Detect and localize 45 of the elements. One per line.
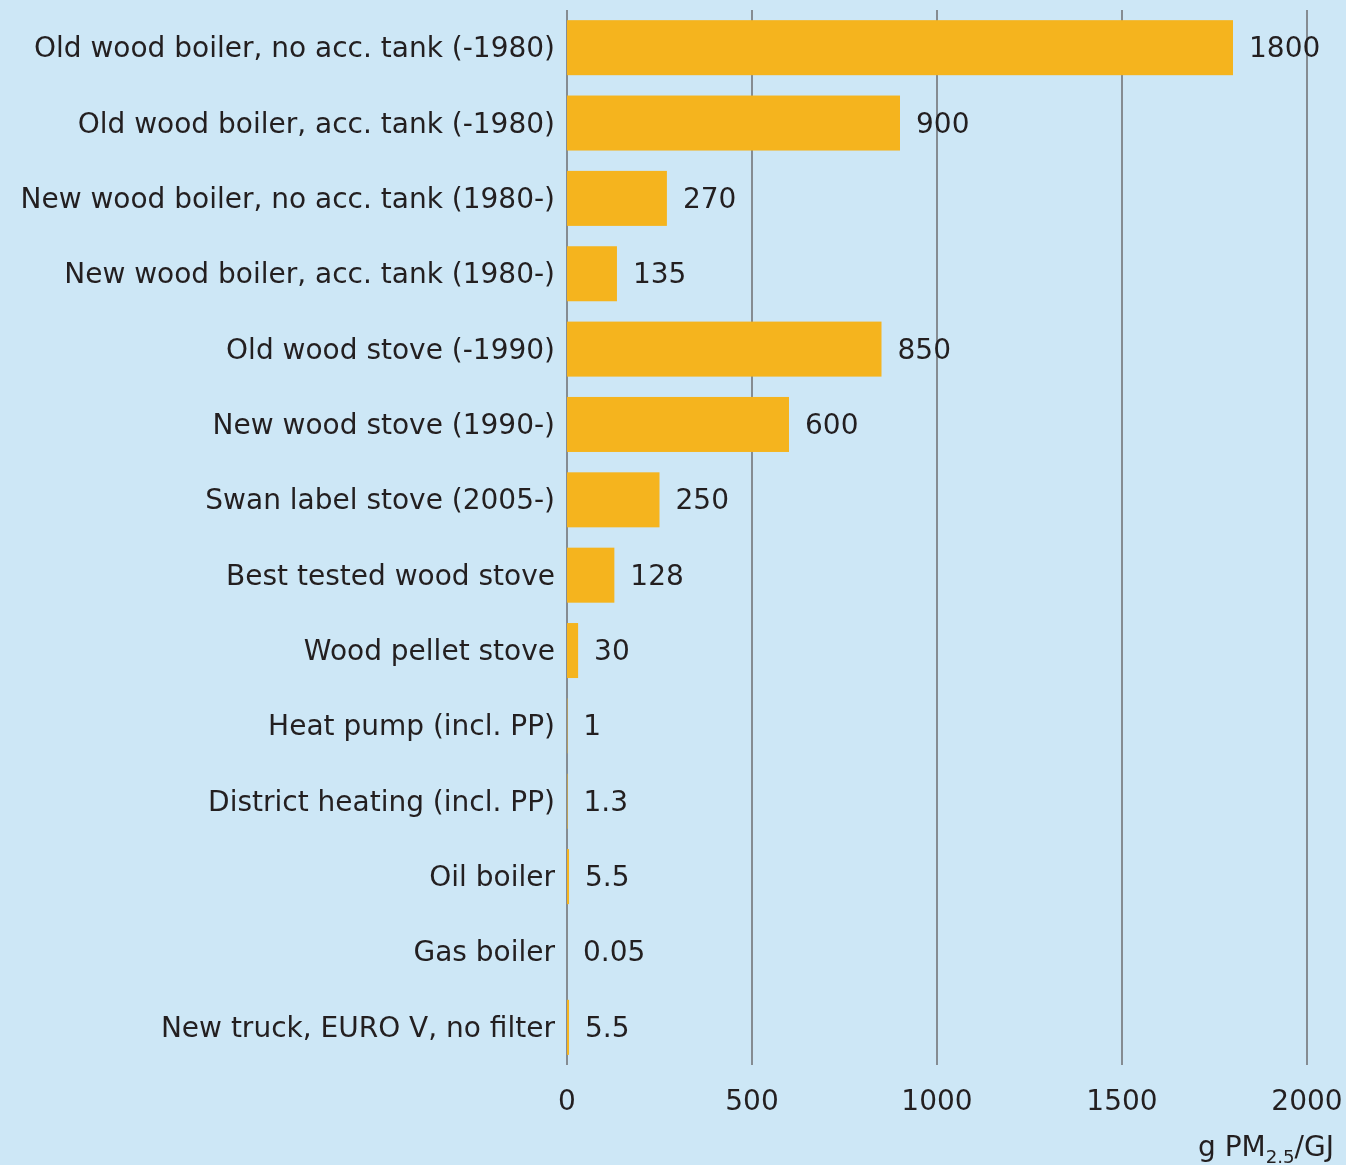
y-tick-label: Old wood boiler, no acc. tank (-1980) xyxy=(33,31,555,65)
x-tick-label: 1000 xyxy=(901,1083,973,1117)
bar xyxy=(567,999,570,1055)
y-tick-label: Gas boiler xyxy=(413,935,556,969)
data-label: 850 xyxy=(897,332,951,366)
y-tick-label: Wood pellet stove xyxy=(303,634,555,668)
y-tick-label: Best tested wood stove xyxy=(226,558,555,592)
bar xyxy=(567,547,615,603)
bar xyxy=(567,321,882,377)
bar xyxy=(567,623,579,679)
x-tick-label: 500 xyxy=(725,1083,779,1117)
data-label: 1800 xyxy=(1249,31,1321,65)
x-tick-label: 1500 xyxy=(1086,1083,1158,1117)
data-label: 0.05 xyxy=(583,935,646,969)
data-label: 128 xyxy=(630,558,684,592)
bar xyxy=(567,396,789,452)
data-label: 30 xyxy=(594,634,630,668)
y-tick-label: Swan label stove (2005-) xyxy=(205,483,555,517)
bar xyxy=(567,472,660,528)
y-tick-label: Heat pump (incl. PP) xyxy=(268,709,555,743)
data-label: 5.5 xyxy=(585,860,630,894)
data-label: 1.3 xyxy=(583,784,629,818)
y-tick-label: Old wood stove (-1990) xyxy=(226,332,555,366)
data-label: 270 xyxy=(682,181,737,215)
data-label: 900 xyxy=(916,106,970,140)
y-tick-label: New wood boiler, no acc. tank (1980-) xyxy=(20,181,555,215)
y-tick-label: New truck, EURO V, no filter xyxy=(160,1010,556,1044)
y-tick-label: Old wood boiler, acc. tank (-1980) xyxy=(77,106,555,140)
bar xyxy=(567,95,900,151)
x-tick-label: 2000 xyxy=(1271,1083,1343,1117)
y-tick-label: New wood boiler, acc. tank (1980-) xyxy=(64,257,555,291)
data-label: 5.5 xyxy=(585,1010,630,1044)
bar xyxy=(567,20,1233,76)
bar xyxy=(567,170,667,226)
bar xyxy=(567,246,617,302)
data-label: 250 xyxy=(675,483,729,517)
x-axis-title: g PM$_{2.5}$/GJ xyxy=(1197,1129,1334,1165)
data-label: 600 xyxy=(805,407,859,441)
y-tick-label: District heating (incl. PP) xyxy=(208,784,555,818)
data-label: 135 xyxy=(632,257,687,291)
data-label: 1 xyxy=(583,709,602,743)
y-tick-label: New wood stove (1990-) xyxy=(212,407,555,441)
y-tick-label: Oil boiler xyxy=(429,860,556,894)
x-tick-label: 0 xyxy=(558,1083,576,1117)
bar xyxy=(567,849,570,905)
